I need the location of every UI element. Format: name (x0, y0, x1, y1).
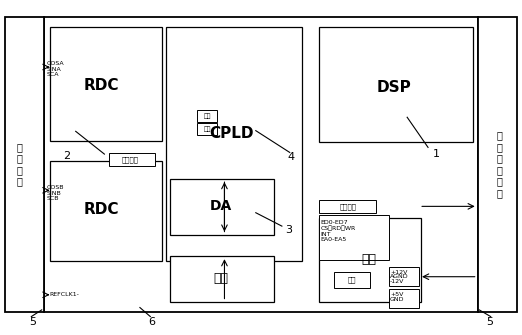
Text: SCA: SCA (47, 72, 60, 77)
Text: REFCLK1-: REFCLK1- (49, 292, 79, 297)
Text: RDC: RDC (84, 202, 120, 217)
Text: 5: 5 (29, 317, 37, 327)
Bar (389, 289, 419, 308)
Text: CPLD: CPLD (209, 127, 254, 141)
Bar (109, 153, 155, 166)
Text: DSP: DSP (377, 80, 411, 94)
Bar (319, 27, 473, 142)
Text: +5V: +5V (390, 292, 404, 297)
Bar (197, 110, 217, 122)
Text: SCB: SCB (47, 196, 60, 201)
Text: 功放: 功放 (213, 272, 228, 285)
Text: GND: GND (390, 297, 405, 302)
Text: 3: 3 (285, 225, 292, 236)
Bar (50, 27, 162, 141)
Text: 4: 4 (288, 152, 295, 162)
Bar (170, 256, 274, 302)
Text: AGND: AGND (390, 274, 409, 279)
Text: 接
口
信
号: 接 口 信 号 (17, 142, 23, 187)
Text: -12V: -12V (390, 279, 405, 284)
Text: ED0-ED7: ED0-ED7 (321, 220, 348, 225)
Text: +12V: +12V (390, 270, 407, 274)
Bar (319, 215, 389, 260)
Bar (389, 267, 419, 286)
Bar (197, 123, 217, 135)
Text: 用
户
接
口
信
号: 用 户 接 口 信 号 (496, 130, 503, 198)
Text: SINB: SINB (47, 191, 62, 196)
Text: 电路: 电路 (204, 127, 211, 132)
Text: EA0-EA5: EA0-EA5 (321, 238, 347, 242)
Bar (478, 17, 517, 312)
Text: 接口电路: 接口电路 (339, 203, 356, 210)
Text: RDC: RDC (84, 78, 120, 93)
Bar (166, 27, 302, 261)
Bar (334, 272, 370, 288)
Bar (319, 200, 376, 213)
Text: 5: 5 (486, 317, 493, 327)
Text: 1: 1 (432, 149, 440, 159)
Text: DA: DA (210, 199, 232, 213)
Text: 2: 2 (63, 151, 70, 161)
Text: COSB: COSB (47, 185, 65, 190)
Text: 电源: 电源 (348, 277, 356, 283)
Text: 开关: 开关 (204, 114, 211, 119)
Text: 电源: 电源 (361, 253, 376, 266)
Text: SINA: SINA (47, 67, 62, 72)
Text: INT: INT (321, 232, 331, 237)
Bar (5, 17, 44, 312)
Bar (170, 179, 274, 234)
Bar (50, 161, 162, 261)
Text: 滤波电路: 滤波电路 (122, 156, 139, 163)
Text: COSA: COSA (47, 61, 65, 66)
Bar (44, 17, 478, 312)
Bar (319, 218, 421, 302)
Text: 6: 6 (148, 317, 155, 327)
Text: CS、RD、WR: CS、RD、WR (321, 226, 356, 231)
